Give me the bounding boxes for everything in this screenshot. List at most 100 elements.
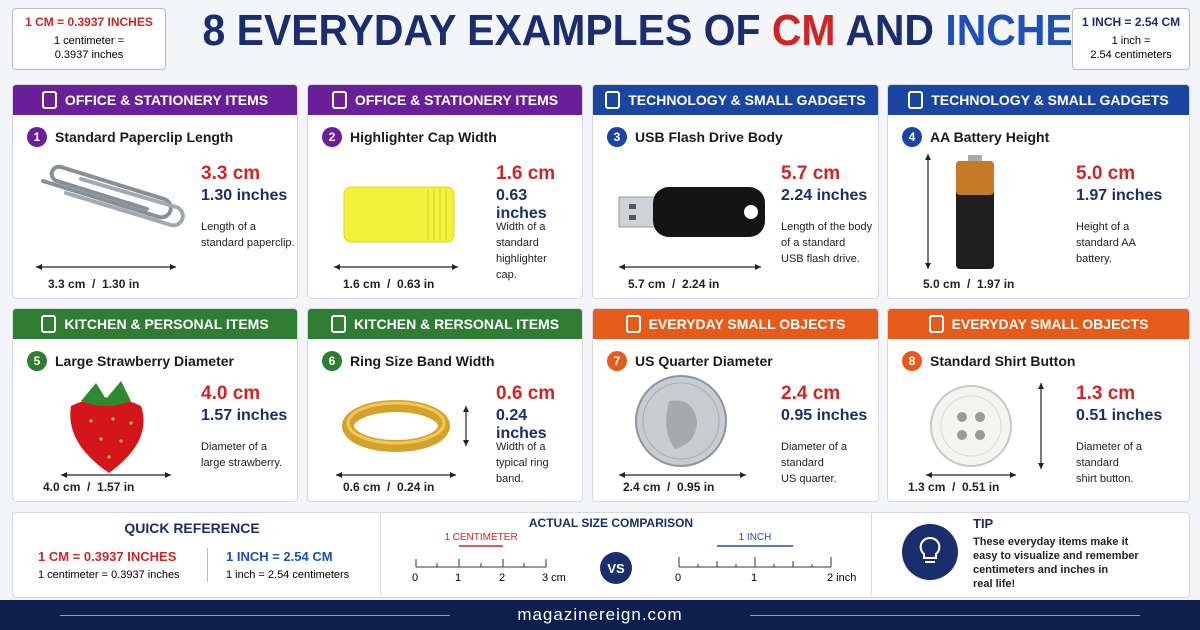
item-number: 6 — [322, 351, 342, 371]
illustration-part — [940, 395, 1002, 457]
card: TECHNOLOGY & SMALL GADGETS 4 AA Battery He… — [887, 84, 1190, 299]
category-icon — [330, 315, 346, 333]
illustration-part — [64, 177, 185, 228]
illustration-part — [81, 381, 131, 406]
category-icon — [41, 91, 57, 109]
quick-cm-heading: 1 CM = 0.3937 INCHES — [38, 549, 177, 564]
footer-rule — [750, 615, 1140, 616]
description: Length of a standard paperclip. — [201, 219, 295, 251]
illustration-part — [427, 189, 447, 240]
illustration-part — [975, 412, 985, 422]
illustration-part — [642, 382, 720, 460]
description-line: US quarter. — [781, 473, 837, 485]
category-icon — [908, 91, 924, 109]
item-title: Standard Paperclip Length — [55, 129, 234, 145]
measurement: 3.3 cm / 1.30 in — [48, 277, 140, 291]
category-label: KITCHEN & PERSONAL ITEMS — [64, 316, 269, 332]
description-line: large strawberry. — [201, 457, 283, 469]
description-line: Height of a — [1076, 221, 1130, 233]
measurement: 5.0 cm / 1.97 in — [923, 277, 1015, 291]
illustration-part — [930, 385, 1012, 467]
illustration-part — [452, 264, 458, 270]
illustration-part — [89, 419, 93, 423]
tip-text: These everyday items make it easy to visu… — [973, 535, 1139, 591]
illustration-part — [119, 439, 123, 443]
title-lead: 8 EVERYDAY EXAMPLES OF — [202, 6, 761, 55]
item-title: Highlighter Cap Width — [350, 129, 497, 145]
illustration-part — [666, 400, 697, 449]
cm-tick-label: 1 — [455, 572, 462, 584]
illustration-part — [463, 440, 469, 446]
card: OFFICE & STATIONERY ITEMS 2 Highlighter Ca… — [307, 84, 583, 299]
description: Diameter of a standard shirt button. — [1076, 439, 1142, 487]
cm-value: 4.0 cm — [201, 383, 261, 404]
illustration — [896, 149, 1066, 274]
category-icon — [625, 315, 641, 333]
tip-line: easy to visualize and remember — [973, 550, 1139, 562]
description-line: shirt button. — [1076, 473, 1134, 485]
category-icon — [928, 315, 944, 333]
vs-label: VS — [607, 561, 625, 576]
illustration-part — [61, 381, 171, 478]
item-number: 3 — [607, 127, 627, 147]
illustration — [896, 371, 1066, 481]
illustration-part — [111, 417, 115, 421]
category-label: EVERYDAY SMALL OBJECTS — [648, 316, 846, 332]
item-number: 1 — [27, 127, 47, 147]
category-label: EVERYDAY SMALL OBJECTS — [951, 316, 1149, 332]
category-label: OFFICE & STATIONERY ITEMS — [64, 92, 269, 108]
illustration-part — [36, 164, 185, 270]
tip-line: These everyday items make it — [973, 536, 1129, 548]
cm-tick-label: 0 — [412, 572, 419, 584]
illustration-part — [968, 155, 982, 161]
illustration-part — [336, 472, 342, 478]
measurement: 2.4 cm / 0.95 in — [623, 480, 715, 494]
cm-box: 1 CM = 0.3937 INCHES 1 centimeter = 0.39… — [12, 8, 166, 70]
illustration-part — [744, 205, 758, 219]
illustration-part — [336, 400, 469, 478]
illustration-part — [619, 264, 625, 270]
inch-tick-label: 2 inch — [827, 572, 857, 584]
cm-box-line: 1 centimeter = — [53, 35, 124, 47]
title-cm: CM — [771, 6, 836, 55]
cm-tick-label: 3 cm — [542, 572, 566, 584]
divider — [207, 548, 208, 582]
category-icon — [605, 91, 621, 109]
inch-value: 0.51 inches — [1076, 407, 1163, 424]
description: Diameter of a large strawberry. — [201, 439, 282, 471]
item-title: USB Flash Drive Body — [635, 129, 783, 145]
category-label: KITCHEN & RERSONAL ITEMS — [353, 316, 560, 332]
main-title: 8 EVERYDAY EXAMPLES OF CM AND INCHES — [202, 6, 1100, 56]
cm-value: 3.3 cm — [201, 163, 261, 184]
illustration-part — [99, 437, 103, 441]
description-line: battery. — [1076, 253, 1112, 265]
illustration-part — [619, 472, 625, 478]
footer: magazinereign.com — [0, 600, 1200, 630]
description-line: standard AA — [1076, 237, 1136, 249]
illustration-part — [926, 383, 1044, 478]
illustration-part — [334, 264, 340, 270]
description-line: Diameter of a — [1076, 441, 1143, 453]
description-line: standard — [1076, 457, 1119, 469]
illustration-part — [629, 204, 636, 209]
illustration-part — [61, 472, 67, 478]
illustration-part — [107, 455, 111, 459]
quick-inch-line: 1 inch = 2.54 centimeters — [226, 569, 350, 581]
cm-value: 5.7 cm — [781, 163, 841, 184]
description-line: standard paperclip. — [201, 237, 295, 249]
description-line: Diameter of a — [781, 441, 848, 453]
inch-value: 0.95 inches — [781, 407, 868, 424]
inch-tick-label: 1 — [751, 572, 758, 584]
card: EVERYDAY SMALL OBJECTS 7 US Quarter Diamet… — [592, 308, 879, 502]
illustration-part — [653, 187, 765, 237]
description: Diameter of a standard US quarter. — [781, 439, 847, 487]
item-title: US Quarter Diameter — [635, 353, 773, 369]
category-icon — [41, 315, 57, 333]
illustration-part — [170, 264, 176, 270]
measurement: 0.6 cm / 0.24 in — [343, 480, 435, 494]
cm-box-heading: 1 CM = 0.3937 INCHES — [25, 15, 153, 29]
cm-value: 1.3 cm — [1076, 383, 1136, 404]
card: TECHNOLOGY & SMALL GADGETS 3 USB Flash Dri… — [592, 84, 879, 299]
inch-box-line: 1 inch = — [1111, 35, 1151, 47]
